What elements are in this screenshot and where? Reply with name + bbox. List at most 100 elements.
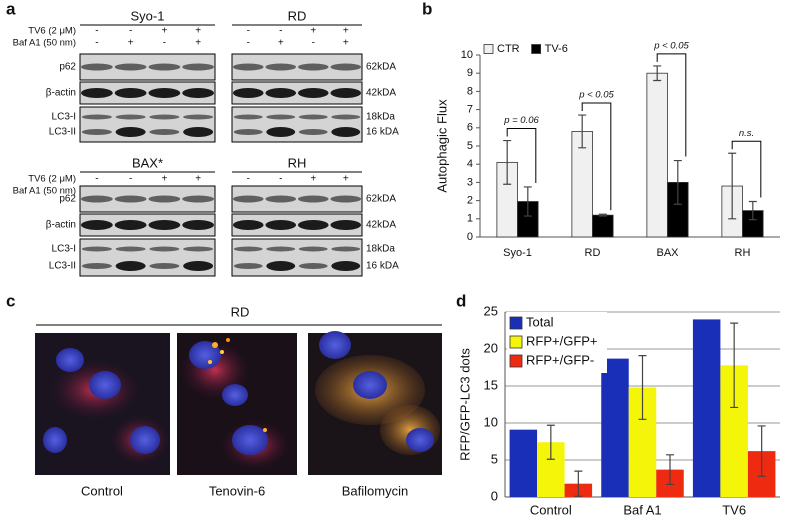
row-label: β-actin <box>46 220 76 231</box>
blot-band <box>114 63 147 71</box>
treatment-sign: + <box>195 174 201 185</box>
image-label: Tenovin-6 <box>209 483 265 498</box>
blot-band <box>297 220 329 230</box>
error-bar <box>757 425 766 477</box>
treatment-sign: - <box>95 26 98 37</box>
treatment-sign: + <box>343 38 349 49</box>
blot-band <box>182 195 215 203</box>
error-bar <box>503 139 512 185</box>
blot-band <box>80 63 113 71</box>
treatment-sign: + <box>161 26 167 37</box>
blot-band <box>183 114 214 120</box>
y-tick-label: 4 <box>467 158 473 170</box>
treatment-sign: + <box>343 26 349 37</box>
blot-band <box>81 263 112 269</box>
blot-strip <box>79 213 216 237</box>
blot-band <box>266 246 296 252</box>
panel-letter: b <box>422 0 432 18</box>
blot-band <box>266 114 296 120</box>
blot-band <box>115 114 146 120</box>
blot-name: BAX* <box>132 155 163 170</box>
x-tick-label: TV6 <box>722 502 746 517</box>
blot-band <box>114 220 147 230</box>
blot-band <box>149 129 180 135</box>
treatment-sign: - <box>279 174 282 185</box>
blot-band <box>183 261 214 271</box>
x-tick-label: RD <box>585 247 601 259</box>
error-bar <box>666 454 674 486</box>
blot-band <box>233 246 263 252</box>
blot-band <box>330 195 362 203</box>
blot-band <box>265 195 297 203</box>
blot-name: Syo-1 <box>131 8 165 23</box>
x-tick-label: Control <box>530 502 572 517</box>
bar <box>601 358 629 497</box>
blot-band <box>149 263 180 269</box>
blot-band <box>81 246 112 252</box>
blot-band <box>232 195 264 203</box>
error-bar <box>638 355 647 420</box>
treatment-label: TV6 (2 μM) <box>28 174 76 185</box>
blot-name: RD <box>288 8 307 23</box>
blot-band <box>297 63 329 71</box>
treatment-sign: + <box>343 174 349 185</box>
treatment-sign: + <box>278 38 284 49</box>
y-tick-label: 1 <box>467 213 473 225</box>
blot-band <box>331 127 361 137</box>
blot-band <box>266 127 296 137</box>
blot-band <box>115 127 146 137</box>
kda-label: 18kDa <box>366 244 395 255</box>
y-tick-label: 25 <box>484 303 498 318</box>
row-label: LC3-I <box>52 112 76 123</box>
legend-swatch <box>509 316 523 330</box>
image-tenovin <box>177 333 297 475</box>
row-label: LC3-II <box>49 261 76 272</box>
panel-letter: c <box>6 291 15 310</box>
kda-label: 16 kDA <box>366 127 399 138</box>
kda-label: 42kDA <box>366 220 396 231</box>
blot-band <box>80 220 113 230</box>
legend-label: CTR <box>497 43 520 55</box>
row-label: p62 <box>59 194 76 205</box>
blot-strip <box>231 213 363 237</box>
blot-band <box>115 261 146 271</box>
error-bar <box>598 213 607 217</box>
blot-band <box>149 246 180 252</box>
y-tick-label: 0 <box>491 488 498 503</box>
image-label: Control <box>81 483 123 498</box>
microscopy-title: RD <box>231 304 250 319</box>
error-bar <box>546 424 555 460</box>
treatment-sign: + <box>195 26 201 37</box>
y-tick-label: 20 <box>484 340 498 355</box>
image-bafilomycin <box>308 331 442 475</box>
significance-bracket <box>656 53 687 157</box>
y-axis-label: RFP/GFP-LC3 dots <box>457 348 472 461</box>
blot-band <box>232 63 264 71</box>
legend-box <box>507 312 607 373</box>
blot-band <box>81 114 112 120</box>
blot-name: RH <box>288 155 307 170</box>
legend-swatch <box>509 335 523 349</box>
blot-band <box>265 88 297 98</box>
blot-band <box>233 114 263 120</box>
blot-band <box>148 220 181 230</box>
blot-strip <box>79 81 216 105</box>
y-tick-label: 15 <box>484 377 498 392</box>
kda-label: 62kDA <box>366 194 396 205</box>
blot-band <box>298 263 328 269</box>
annotation: n.s. <box>739 128 754 139</box>
x-tick-label: Syo-1 <box>503 247 532 259</box>
blot-band <box>297 88 329 98</box>
blot-band <box>80 195 113 203</box>
y-tick-label: 6 <box>467 122 473 134</box>
y-tick-label: 9 <box>467 67 473 79</box>
image-control <box>35 333 170 475</box>
significance-bracket <box>581 102 612 211</box>
blot-band <box>182 63 215 71</box>
blot-band <box>148 63 181 71</box>
bar <box>692 319 721 497</box>
x-tick-label: BAX <box>656 247 679 259</box>
panel-letter: a <box>6 0 16 18</box>
error-bar <box>748 200 757 221</box>
legend-label: RFP+/GFP+ <box>526 333 598 348</box>
